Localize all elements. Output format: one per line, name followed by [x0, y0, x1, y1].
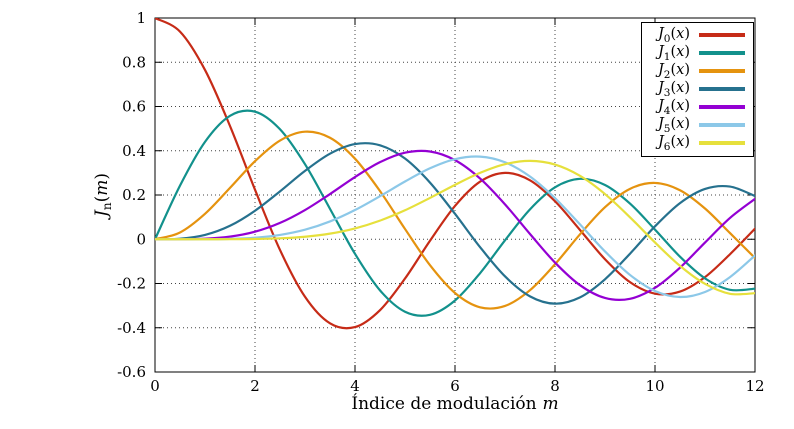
y-tick-label: 0: [136, 230, 146, 248]
legend-label: J3(x): [657, 79, 690, 99]
legend-label: J2(x): [657, 61, 690, 81]
y-tick-label: 0.2: [122, 186, 146, 204]
x-tick-label: 0: [150, 377, 160, 395]
legend-label: J0(x): [657, 25, 690, 45]
curve-J2: [155, 130, 755, 310]
x-axis-label-var: m: [542, 394, 559, 414]
curve-J0: [155, 18, 755, 330]
y-tick-label: 0.8: [122, 53, 146, 71]
legend-entry-J1: J1(x): [658, 44, 745, 62]
legend-entry-J3: J3(x): [658, 80, 745, 98]
y-tick-label: 0.6: [122, 98, 146, 116]
legend-label: J5(x): [657, 115, 690, 135]
legend-line-sample: [699, 69, 745, 73]
legend-entry-J0: J0(x): [658, 26, 745, 44]
legend-label: J6(x): [657, 133, 690, 153]
legend-entry-J5: J5(x): [658, 116, 745, 134]
curve-J3: [155, 142, 755, 305]
x-tick-label: 12: [745, 377, 764, 395]
y-axis-label: Jn(m): [92, 173, 114, 217]
legend-label: J4(x): [657, 97, 690, 117]
curve-J6: [155, 159, 755, 296]
x-axis-label: Índice de modulación m: [351, 394, 558, 414]
legend-line-sample: [699, 51, 745, 55]
y-axis-label-open-paren: (: [91, 195, 112, 203]
y-axis-label-var: m: [91, 179, 112, 196]
legend-label: J1(x): [657, 43, 690, 63]
legend-entry-J4: J4(x): [658, 98, 745, 116]
y-tick-label: 0.4: [122, 142, 146, 160]
x-tick-label: 6: [450, 377, 460, 395]
legend: J0(x) J1(x) J2(x) J3(x) J4(x) J5(x) J6(x): [640, 22, 754, 157]
y-axis-label-close-paren: ): [91, 173, 112, 180]
x-tick-label: 4: [350, 377, 360, 395]
x-tick-label: 8: [550, 377, 560, 395]
legend-entry-J2: J2(x): [658, 62, 745, 80]
x-axis-label-text: Índice de modulación: [351, 394, 537, 414]
y-tick-label: 1: [136, 9, 146, 27]
legend-line-sample: [699, 123, 745, 127]
y-tick-label: -0.2: [117, 275, 146, 293]
y-axis-label-base: J: [91, 210, 112, 217]
x-tick-label: 10: [645, 377, 664, 395]
legend-entry-J6: J6(x): [658, 134, 745, 152]
y-axis-label-sub: n: [100, 202, 115, 211]
y-tick-label: -0.4: [117, 319, 146, 337]
curve-J4: [155, 149, 755, 301]
legend-line-sample: [699, 105, 745, 109]
curve-J1: [155, 109, 755, 317]
y-tick-label: -0.6: [117, 363, 146, 381]
x-tick-label: 2: [250, 377, 260, 395]
legend-line-sample: [699, 33, 745, 37]
curve-J5: [155, 155, 755, 299]
legend-line-sample: [699, 141, 745, 145]
legend-line-sample: [699, 87, 745, 91]
curves-group: [155, 18, 755, 330]
